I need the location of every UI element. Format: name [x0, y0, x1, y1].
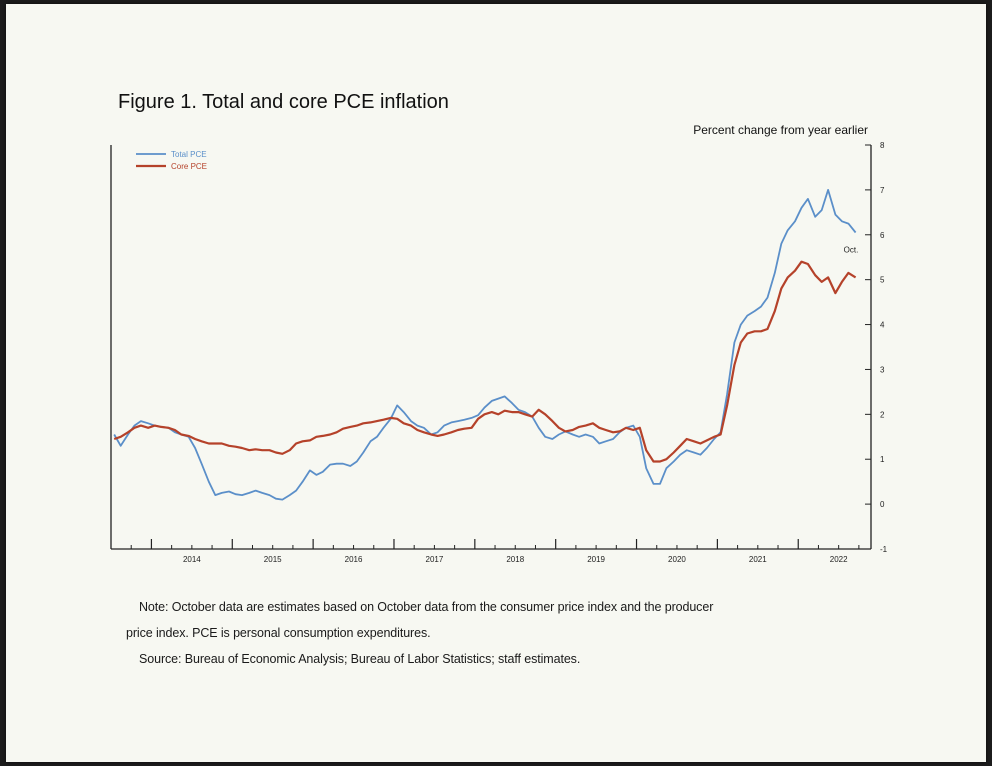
plot-area: -1 0 1 2 3 4 5 6 7 8 2014 2015 2016 2017 2018 2019 2020 2…	[110, 141, 888, 564]
annotation-oct: Oct.	[844, 246, 859, 255]
y-tick-label: 6	[880, 231, 885, 240]
y-tick-label: 2	[880, 410, 885, 419]
x-tick-label: 2015	[264, 555, 282, 564]
x-tick-label: 2022	[830, 555, 848, 564]
x-tick-label: 2019	[587, 555, 605, 564]
x-tick-label: 2017	[426, 555, 444, 564]
legend-label: Core PCE	[171, 162, 207, 171]
y-tick-label: 8	[880, 141, 885, 150]
source-line: Source: Bureau of Economic Analysis; Bur…	[139, 652, 581, 666]
y-tick-label: -1	[880, 545, 888, 554]
y-tick-label: 4	[880, 321, 885, 330]
y-tick-label: 0	[880, 500, 885, 509]
y-tick-label: 3	[880, 365, 885, 374]
chart: Figure 1. Total and core PCE inflation P…	[110, 91, 888, 564]
y-tick-label: 7	[880, 186, 885, 195]
legend-label: Total PCE	[171, 150, 207, 159]
slide: Figure 1. Total and core PCE inflation P…	[6, 4, 986, 762]
y-axis-label: Percent change from year earlier	[693, 123, 868, 137]
note-line-2: price index. PCE is personal consumption…	[126, 626, 431, 640]
y-tick-label: 1	[880, 455, 885, 464]
x-tick-label: 2014	[183, 555, 201, 564]
x-tick-label: 2018	[506, 555, 524, 564]
chart-title: Figure 1. Total and core PCE inflation	[118, 91, 449, 113]
series-line-core-pce	[113, 260, 857, 463]
x-tick-label: 2016	[345, 555, 363, 564]
x-tick-label: 2020	[668, 555, 686, 564]
x-tick-label: 2021	[749, 555, 767, 564]
series-line-total-pce	[113, 189, 857, 501]
y-tick-label: 5	[880, 276, 885, 285]
note-line-1: Note: October data are estimates based o…	[139, 600, 714, 614]
